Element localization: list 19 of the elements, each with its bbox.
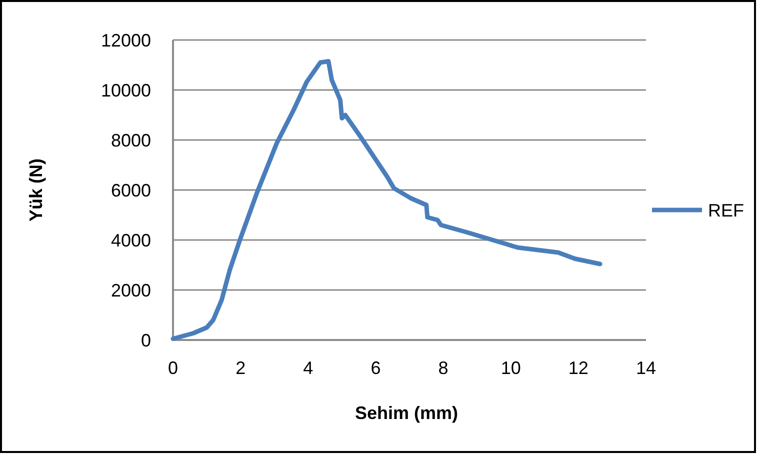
x-axis-title: Sehim (mm) (354, 403, 458, 423)
y-tick-label: 10000 (100, 80, 151, 100)
x-tick-label: 8 (438, 358, 448, 378)
y-tick-label: 8000 (110, 130, 151, 150)
y-tick-label: 4000 (110, 230, 151, 250)
x-tick-label: 12 (568, 358, 588, 378)
y-tick-label: 6000 (110, 180, 151, 200)
legend-label: REF (708, 200, 744, 220)
x-tick-label: 4 (303, 358, 314, 378)
x-tick-label: 2 (236, 358, 246, 378)
y-axis-title: Yük (N) (26, 158, 46, 222)
x-tick-label: 0 (168, 358, 178, 378)
x-tick-label: 10 (500, 358, 521, 378)
x-tick-label: 14 (636, 358, 656, 378)
x-tick-label: 6 (370, 358, 381, 378)
y-tick-label: 2000 (110, 280, 151, 300)
line-series (170, 59, 602, 341)
y-tick-label: 0 (140, 330, 151, 350)
y-tick-label: 12000 (100, 30, 151, 50)
